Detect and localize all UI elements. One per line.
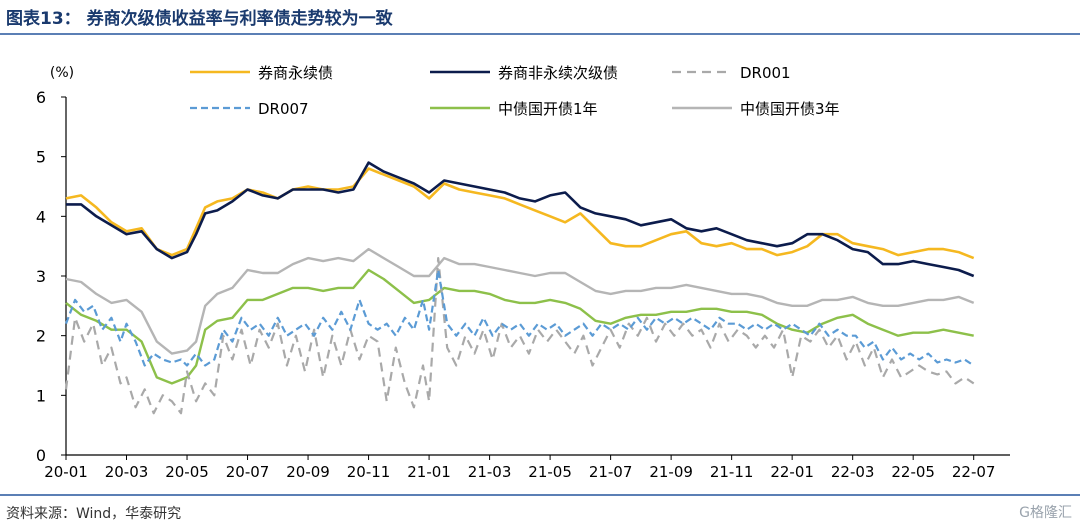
y-axis-label: (%): [50, 65, 74, 81]
x-tick-label: 21-11: [710, 463, 754, 481]
x-tick-label: 22-01: [770, 463, 814, 481]
axes: 0 1 2 3 4 5 6(%) 20-01 20-03 20-05 20-07 20-09 20-11…: [36, 65, 1010, 481]
source-note: 资料来源：Wind，华泰研究: [6, 506, 182, 522]
x-tick-label: 20-05: [165, 463, 209, 481]
x-tick-label: 20-09: [286, 463, 330, 481]
x-tick-label: 21-03: [468, 463, 512, 481]
y-tick-label: 0: [36, 446, 46, 465]
x-tick-label: 22-07: [952, 463, 996, 481]
series-line-6: [65, 247, 975, 355]
x-tick-label: 22-05: [891, 463, 935, 481]
legend-label-3: DR001: [740, 64, 791, 82]
footer-divider: [0, 494, 1080, 496]
x-tick-label: 20-07: [226, 463, 270, 481]
legend: 券商永续债 券商非永续次级债 DR001 DR007 中债国开债1年 中债国开债3年: [190, 64, 840, 118]
x-tick-label: 21-01: [407, 463, 451, 481]
y-tick-label: 1: [36, 386, 46, 405]
x-tick-label: 20-03: [105, 463, 149, 481]
series-line-4: [64, 268, 975, 367]
x-tick-label: 20-11: [347, 463, 391, 481]
x-tick-label: 21-07: [589, 463, 633, 481]
x-tick-label: 20-01: [44, 463, 88, 481]
title-divider: [0, 33, 1080, 35]
legend-label-4: DR007: [258, 100, 309, 118]
series-line-3: [64, 257, 975, 415]
y-tick-label: 5: [36, 148, 46, 167]
watermark-logo: G格隆汇: [1019, 505, 1072, 521]
x-tick-label: 22-03: [831, 463, 875, 481]
legend-label-6: 中债国开债3年: [740, 100, 840, 118]
legend-label-2: 券商非永续次级债: [498, 64, 618, 82]
y-tick-label: 6: [36, 88, 46, 107]
figure-title: 图表13： 券商次级债收益率与利率债走势较为一致: [6, 9, 393, 29]
series-line-2: [66, 161, 975, 278]
x-tick-label: 21-05: [528, 463, 572, 481]
y-tick-label: 3: [36, 267, 46, 286]
series-line-1: [65, 167, 975, 260]
series-lines: [64, 161, 975, 415]
x-tick-label: 21-09: [649, 463, 693, 481]
legend-label-1: 券商永续债: [258, 64, 333, 82]
y-tick-label: 4: [36, 207, 46, 226]
series-line-5: [65, 268, 974, 385]
y-tick-label: 2: [36, 327, 46, 346]
legend-label-5: 中债国开债1年: [498, 100, 598, 118]
